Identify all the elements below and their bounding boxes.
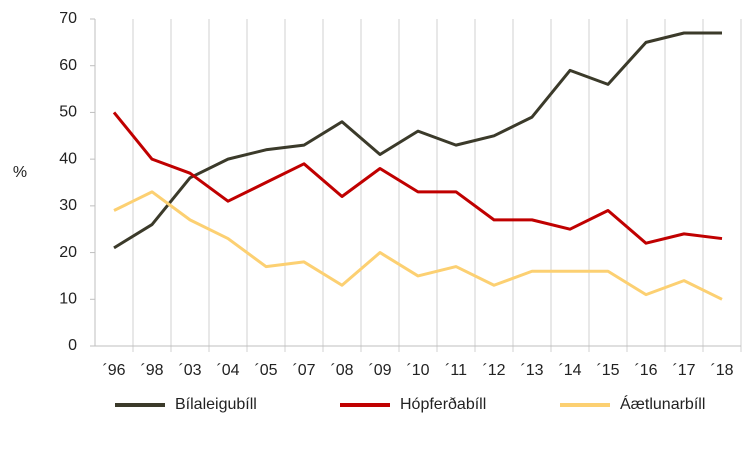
line-series: [113, 31, 722, 250]
x-tick-label: ´16: [634, 362, 657, 379]
x-tick-label: ´07: [292, 362, 315, 379]
legend-label: Bílaleigubíll: [175, 396, 257, 413]
x-tick-label: ´15: [596, 362, 619, 379]
x-tick-label: ´18: [710, 362, 733, 379]
x-tick-label: ´03: [178, 362, 201, 379]
y-axis-label: %: [13, 164, 27, 181]
y-tick-label: 20: [59, 244, 77, 261]
y-tick-label: 50: [59, 104, 77, 121]
x-tick-label: ´98: [140, 362, 163, 379]
x-tick-label: ´08: [330, 362, 353, 379]
x-tick-label: ´17: [672, 362, 695, 379]
line-series: [113, 190, 723, 301]
y-tick-label: 10: [59, 291, 77, 308]
x-tick-label: ´04: [216, 362, 239, 379]
x-tick-label: ´13: [520, 362, 543, 379]
x-tick-label: ´10: [406, 362, 429, 379]
x-tick-label: ´09: [368, 362, 391, 379]
y-tick-label: 0: [68, 337, 77, 354]
x-tick-label: ´96: [102, 362, 125, 379]
x-tick-label: ´11: [445, 362, 467, 379]
x-tick-label: ´05: [254, 362, 277, 379]
legend-label: Hópferðabíll: [400, 396, 486, 413]
y-tick-label: 30: [59, 197, 77, 214]
y-tick-label: 60: [59, 57, 77, 74]
legend-label: Áætlunarbíll: [620, 394, 705, 413]
x-tick-label: ´12: [482, 362, 505, 379]
y-tick-label: 40: [59, 150, 77, 167]
line-series: [112, 111, 723, 245]
x-tick-label: ´14: [558, 362, 581, 379]
y-tick-label: 70: [59, 10, 77, 27]
